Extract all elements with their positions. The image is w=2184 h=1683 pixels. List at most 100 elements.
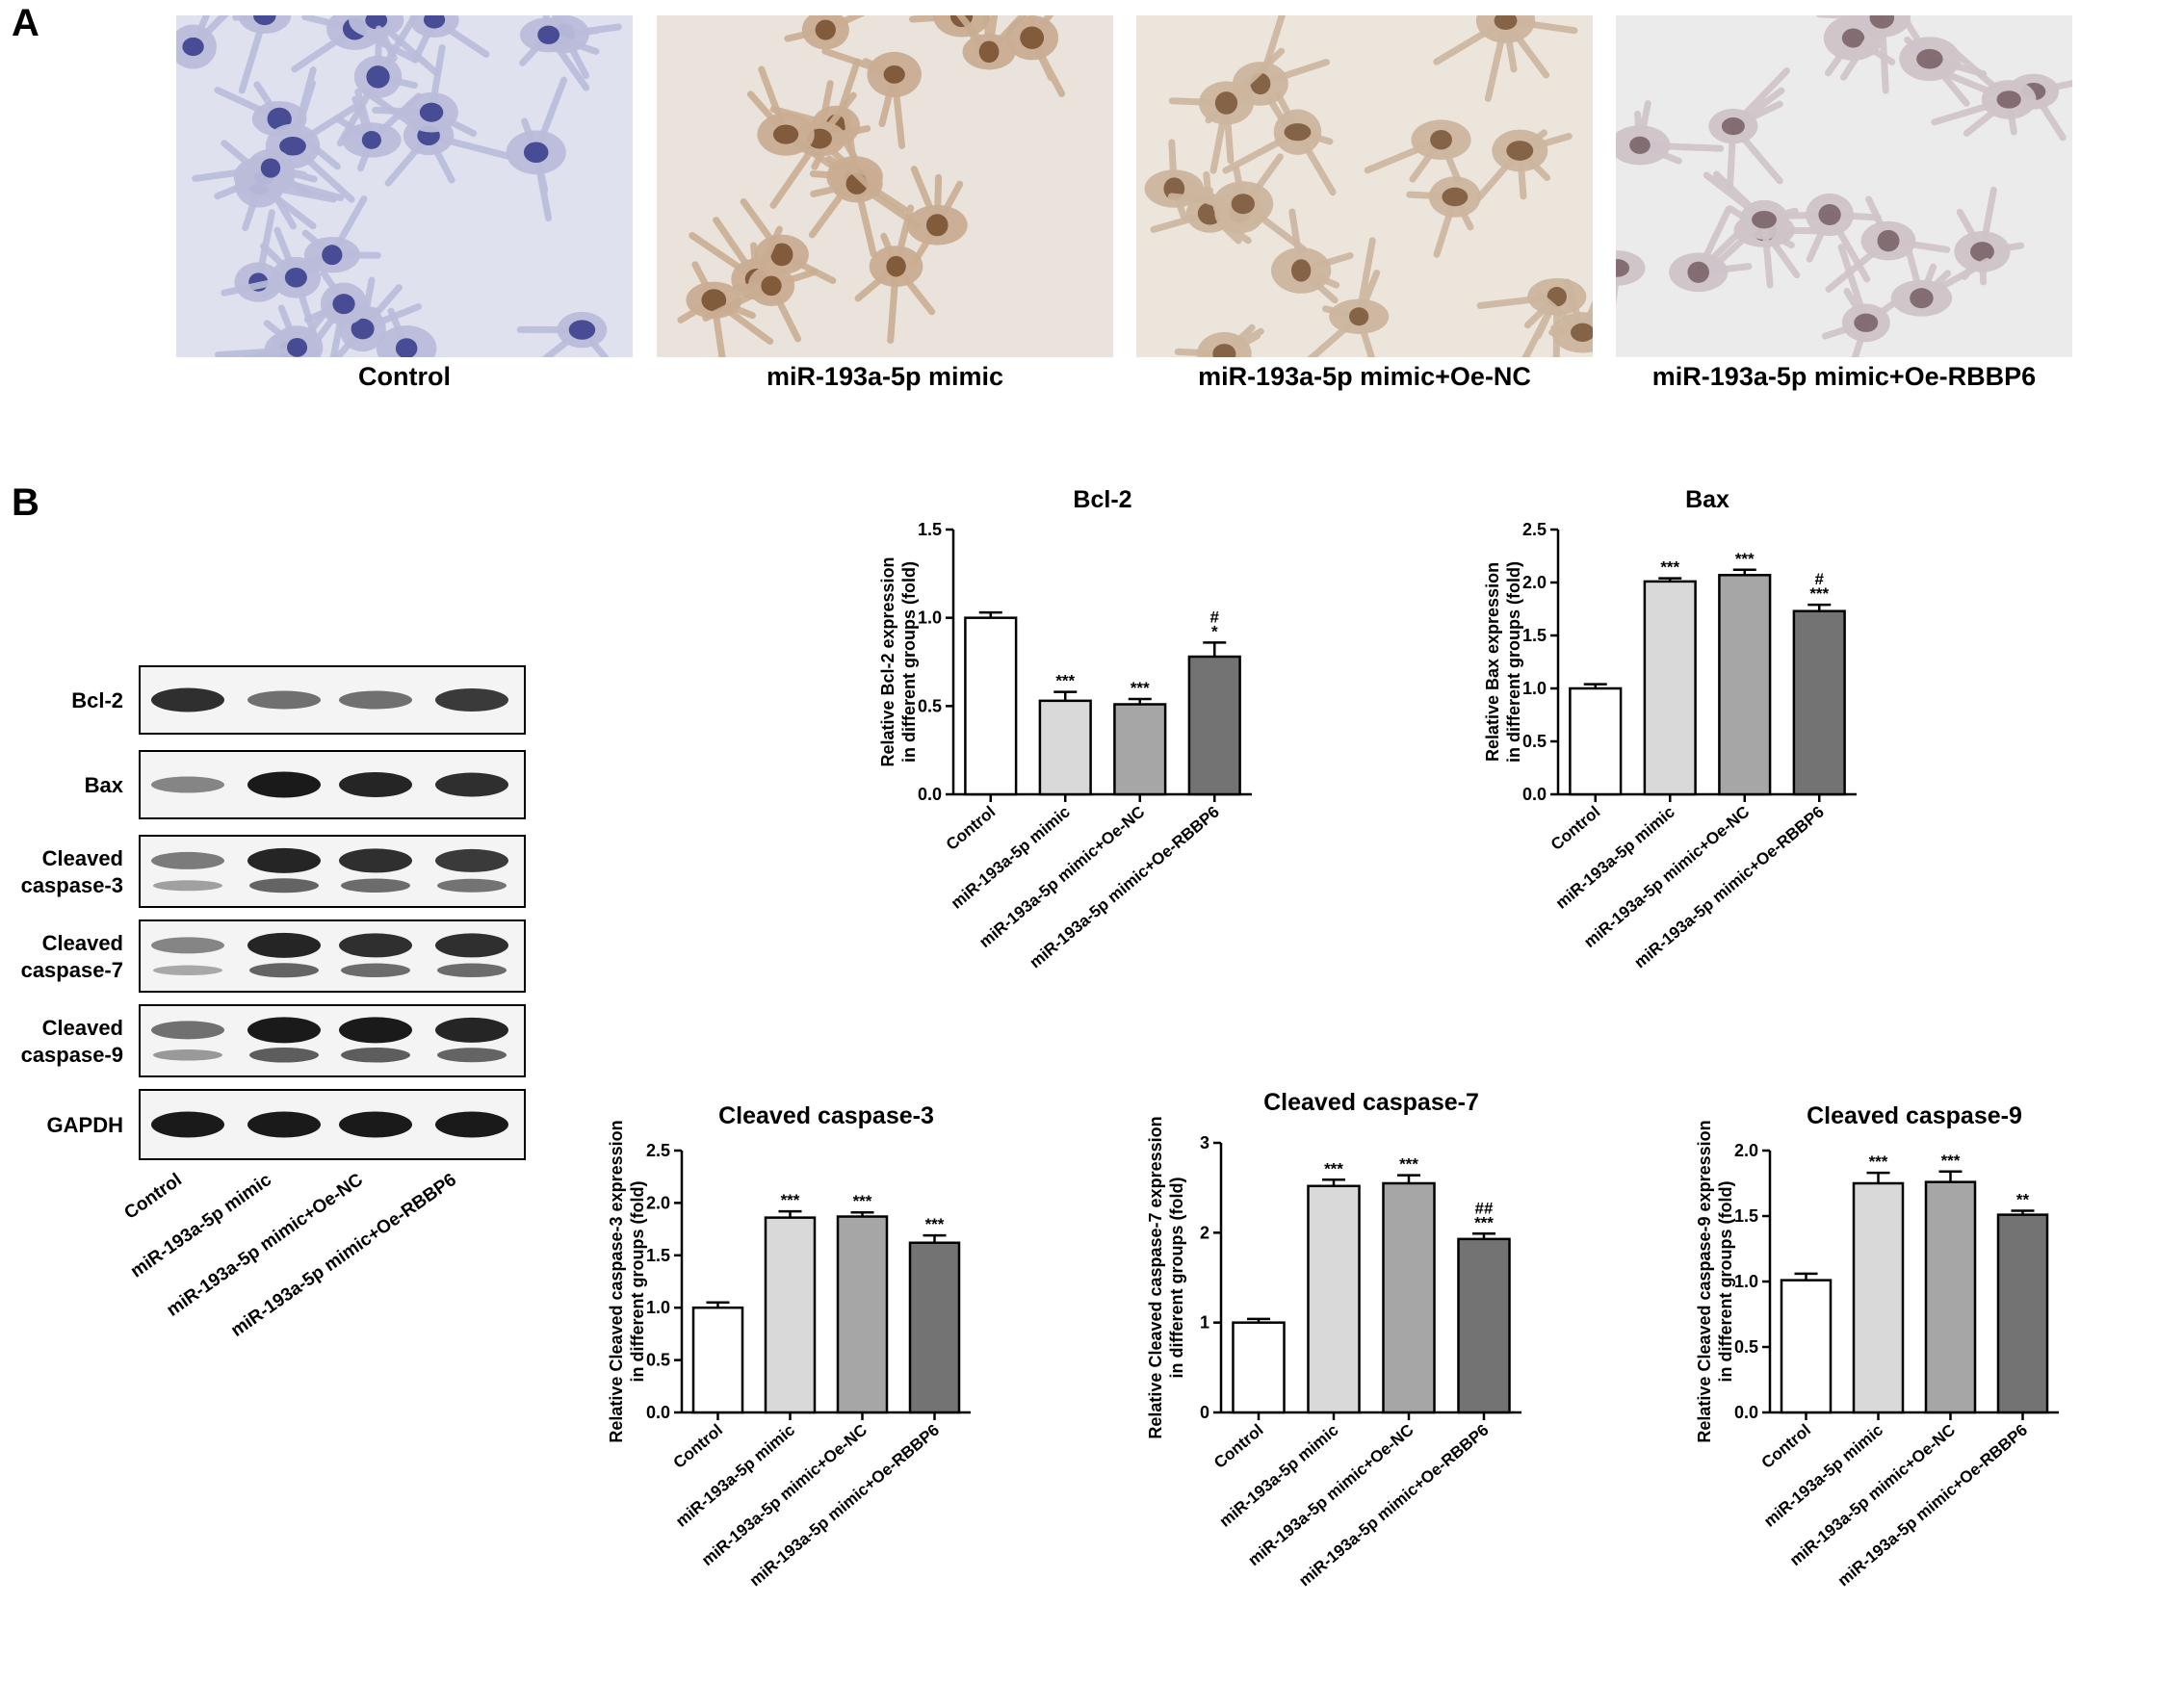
significance-label: ***	[925, 1215, 945, 1233]
significance-label: ***	[1735, 550, 1755, 568]
cell	[702, 265, 818, 343]
blot-band	[151, 937, 224, 954]
blot-label: caspase-3	[21, 873, 123, 897]
cell	[1475, 129, 1573, 201]
y-tick-label: 1.5	[1734, 1206, 1758, 1226]
micrograph-label-control: Control	[358, 362, 451, 391]
nucleus	[1214, 91, 1238, 115]
bar	[1780, 1279, 1833, 1414]
cell	[239, 298, 337, 357]
significance-label: ***	[1055, 672, 1075, 690]
blot-band	[435, 688, 508, 712]
micrograph-label-mimic-oe-rbbp6: miR-193a-5p mimic+Oe-RBBP6	[1651, 362, 2037, 391]
cell	[1708, 67, 1791, 191]
cell	[265, 66, 358, 203]
bar	[1232, 1321, 1286, 1414]
blot-band	[339, 1017, 412, 1044]
nucleus	[883, 65, 905, 84]
nucleus	[925, 214, 949, 237]
y-tick-label: 1.5	[646, 1246, 670, 1265]
cell	[906, 166, 968, 266]
cell-process	[1726, 67, 1791, 191]
nucleus	[287, 338, 308, 357]
cell-process	[955, 15, 1027, 56]
bar	[1569, 686, 1623, 796]
bar	[1996, 1213, 2049, 1414]
nucleus	[770, 243, 793, 267]
cell	[1167, 166, 1307, 253]
significance-label: #	[1815, 570, 1825, 588]
cell-process	[1168, 47, 1286, 174]
significance-label: ***	[781, 1191, 800, 1209]
nucleus	[1687, 261, 1709, 283]
bar	[691, 1306, 744, 1414]
cell-process	[412, 15, 490, 62]
y-axis-label: in different groups (fold)	[899, 561, 919, 763]
nucleus	[1020, 26, 1045, 50]
significance-label: ##	[1475, 1199, 1494, 1217]
cell	[769, 80, 881, 209]
y-tick-label: 2.0	[646, 1193, 670, 1212]
cell	[821, 47, 922, 149]
y-tick-label: 2	[1200, 1223, 1209, 1242]
micrograph-image	[657, 15, 1113, 357]
nucleus	[537, 25, 560, 44]
blot-band-lower	[153, 880, 222, 892]
blot-label: caspase-9	[21, 1043, 123, 1067]
significance-label: ***	[1869, 1152, 1888, 1171]
x-tick-label: Control	[943, 803, 1000, 854]
cell	[336, 15, 420, 147]
y-tick-label: 1.0	[646, 1298, 670, 1317]
bar	[1718, 574, 1772, 796]
micrograph-image	[176, 15, 633, 357]
blot-band	[247, 847, 321, 873]
nucleus	[1231, 194, 1255, 215]
chart-title: Cleaved caspase-9	[1807, 1102, 2022, 1129]
cell	[1898, 15, 1988, 107]
significance-label: ***	[1941, 1152, 1961, 1170]
cell	[519, 15, 600, 91]
cell	[1616, 100, 1725, 166]
blot-band	[151, 1021, 224, 1040]
cell-body	[1616, 250, 1646, 286]
bar	[1643, 580, 1697, 796]
nucleus	[284, 268, 307, 288]
significance-label: *	[1211, 622, 1218, 640]
cell-process	[1307, 237, 1381, 357]
cell	[1537, 278, 1593, 353]
blot-label: Bcl-2	[71, 688, 123, 712]
blot-band-lower	[341, 963, 410, 978]
cell-process	[214, 140, 345, 230]
y-tick-label: 0.5	[646, 1351, 670, 1370]
cell-process	[1816, 15, 1889, 94]
blot-band	[435, 848, 508, 872]
blot-band-lower	[341, 878, 410, 893]
cell-process	[336, 15, 420, 147]
panel-a-letter: A	[12, 2, 39, 44]
y-tick-label: 0.5	[1734, 1337, 1758, 1357]
chart-cleaved-caspase-3: Cleaved caspase-3 0.0 0.5 1.0 1.5 2.0 2.5 Relat…	[607, 1102, 971, 1590]
blot-lane-label: Control	[120, 1170, 185, 1224]
cell-process	[854, 204, 936, 345]
cell-process	[1433, 16, 1578, 102]
blot-band-lower	[249, 963, 319, 978]
nucleus	[1752, 210, 1777, 229]
bar	[1038, 699, 1092, 796]
nucleus	[1442, 187, 1469, 207]
y-tick-label: 1.5	[1522, 626, 1547, 645]
nucleus	[267, 107, 292, 131]
blot-band	[151, 776, 224, 793]
nucleus	[1869, 15, 1895, 29]
cell	[1222, 91, 1337, 196]
y-tick-label: 0.0	[1522, 785, 1547, 804]
cell	[1616, 250, 1646, 306]
cell-process	[214, 347, 315, 357]
y-tick-label: 2.5	[1522, 520, 1547, 539]
micrograph-mimic-oe-nc	[1136, 15, 1593, 357]
y-tick-label: 0.0	[918, 785, 942, 804]
nucleus	[366, 65, 390, 89]
nucleus	[1290, 259, 1312, 282]
significance-label: **	[2016, 1191, 2030, 1209]
cell	[1954, 186, 2025, 286]
chart-bcl2: Bcl-2 0.0 0.5 1.0 1.5 Relative Bcl-2 expressi…	[878, 486, 1252, 971]
